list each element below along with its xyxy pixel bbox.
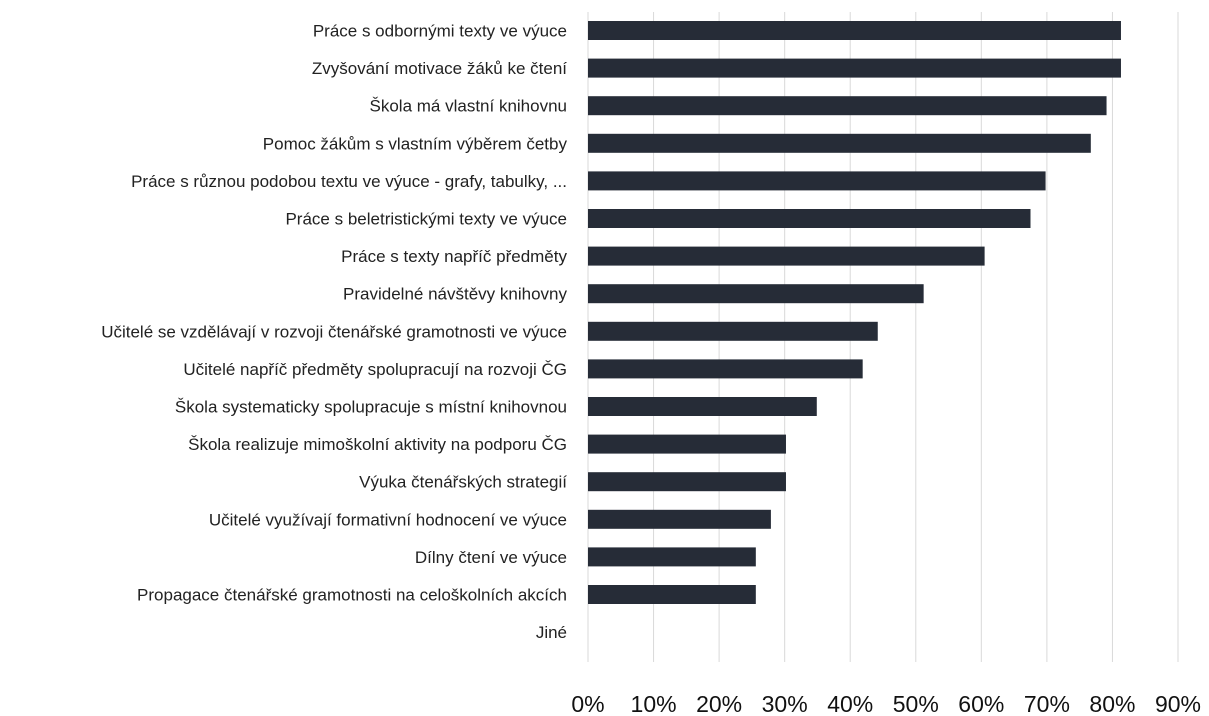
bar — [588, 321, 878, 341]
category-label: Práce s odbornými texty ve výuce — [313, 22, 567, 41]
x-tick-label: 90% — [1155, 691, 1201, 716]
bar — [588, 434, 786, 454]
bar — [588, 58, 1121, 78]
x-tick-label: 0% — [571, 691, 604, 716]
x-tick-label: 80% — [1089, 691, 1135, 716]
category-label: Škola systematicky spolupracuje s místní… — [175, 398, 567, 417]
category-label: Dílny čtení ve výuce — [415, 548, 567, 567]
bar — [588, 209, 1031, 228]
x-tick-label: 50% — [893, 691, 939, 716]
bar — [588, 509, 771, 529]
bar — [588, 96, 1107, 116]
bar — [588, 21, 1121, 40]
category-label: Učitelé využívají formativní hodnocení v… — [209, 510, 567, 529]
category-label: Učitelé napříč předměty spolupracují na … — [183, 360, 567, 379]
x-tick-label: 70% — [1024, 691, 1070, 716]
bar — [588, 585, 756, 604]
category-label: Propagace čtenářské gramotnosti na celoš… — [137, 586, 567, 605]
bar — [588, 246, 985, 266]
x-tick-label: 20% — [696, 691, 742, 716]
bars — [588, 21, 1121, 604]
category-label: Pravidelné návštěvy knihovny — [343, 285, 567, 304]
category-label: Učitelé se vzdělávají v rozvoji čtenářsk… — [101, 322, 567, 341]
x-tick-label: 30% — [762, 691, 808, 716]
category-label: Práce s různou podobou textu ve výuce - … — [131, 172, 567, 191]
bar — [588, 171, 1046, 191]
x-axis-tick-labels: 0% 10% 20% 30% 40% 50% 60% 70% 80% 90% — [571, 691, 1201, 716]
bar — [588, 397, 817, 416]
category-label: Škola realizuje mimoškolní aktivity na p… — [188, 435, 567, 454]
bar — [588, 472, 786, 492]
category-label: Zvyšování motivace žáků ke čtení — [312, 59, 567, 78]
category-label: Škola má vlastní knihovnu — [370, 97, 568, 116]
x-tick-label: 40% — [827, 691, 873, 716]
bar — [588, 133, 1091, 153]
x-tick-label: 10% — [631, 691, 677, 716]
category-label: Pomoc žákům s vlastním výběrem četby — [263, 134, 568, 153]
category-label: Výuka čtenářských strategií — [359, 473, 567, 492]
bar — [588, 284, 924, 304]
bar — [588, 547, 756, 567]
x-tick-label: 60% — [958, 691, 1004, 716]
category-label: Práce s texty napříč předměty — [341, 247, 567, 266]
bar — [588, 359, 863, 379]
category-label: Jiné — [536, 623, 567, 642]
category-labels: Práce s odbornými texty ve výuce Zvyšován… — [101, 22, 567, 643]
category-label: Práce s beletristickými texty ve výuce — [285, 210, 567, 229]
